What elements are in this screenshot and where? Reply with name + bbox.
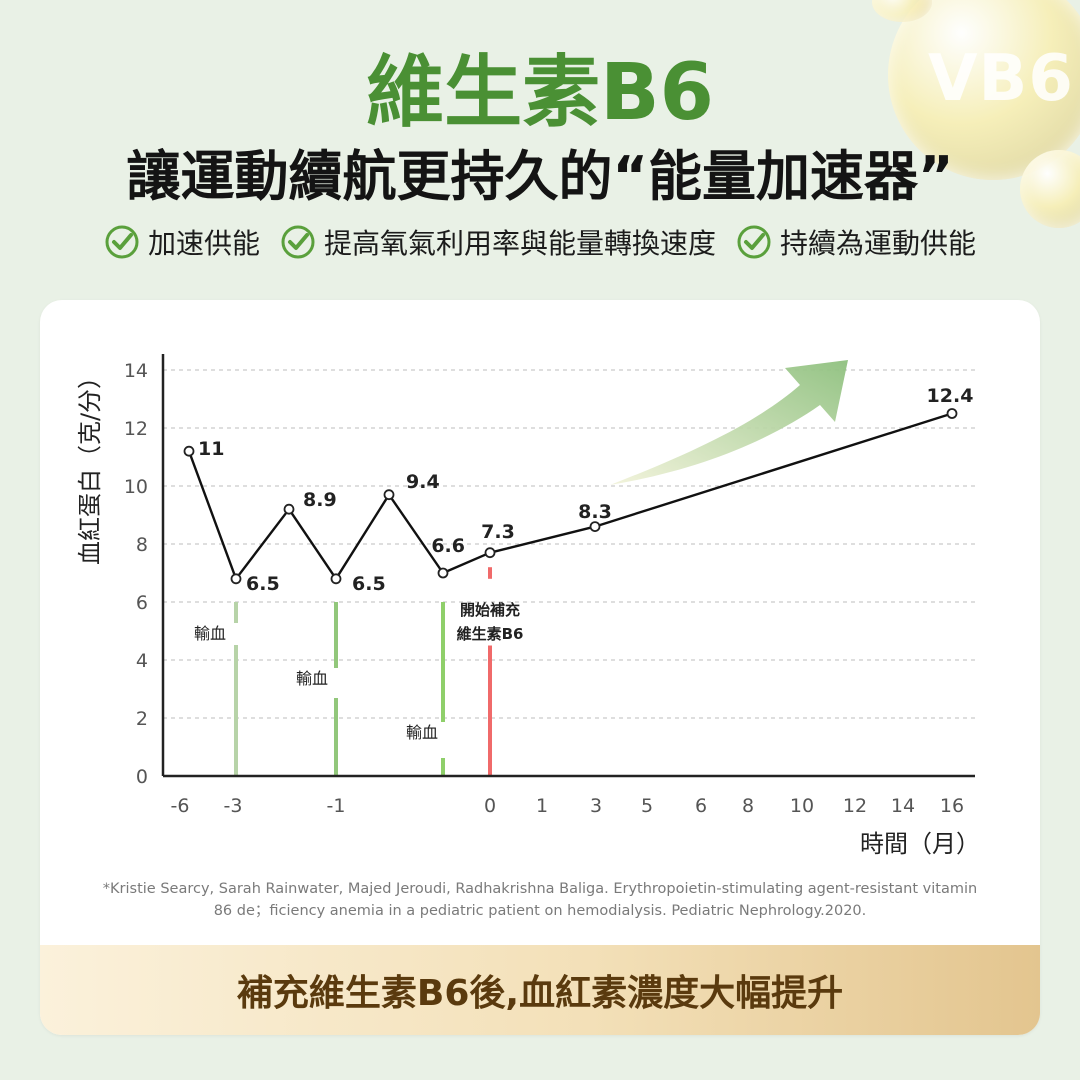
data-point [484,547,496,559]
data-label: 9.4 [406,471,440,493]
chart-card: 輸血 輸血 輸血 開始補充 維生素B6 0 2 4 6 8 10 12 14 -6 -3 -1 0 1 3 5 6 8 1… [40,300,1040,1035]
decorative-bubble [888,0,1080,180]
y-tick-label: 6 [136,592,148,614]
y-tick-label: 12 [124,418,148,440]
citation-line: *Kristie Searcy, Sarah Rainwater, Majed … [102,881,978,897]
benefit-item: 提高氧氣利用率與能量轉換速度 [280,220,716,264]
y-tick-label: 0 [136,766,148,788]
page-title: 維生素B6 [366,48,714,138]
x-tick-label: 16 [940,795,964,817]
decorative-bubble-tiny [872,0,932,22]
x-tick-label: 3 [590,795,602,817]
supplement-label: 維生素B6 [457,625,524,643]
axes: 0 2 4 6 8 10 12 14 -6 -3 -1 0 1 3 5 6 8 10 12 14 16 [124,354,975,817]
y-tick-label: 8 [136,534,148,556]
benefit-label: 持續為運動供能 [780,227,977,260]
x-tick-label: 1 [536,795,548,817]
benefit-list: 加速供能 提高氧氣利用率與能量轉換速度 持續為運動供能 [0,220,1080,264]
y-tick-label: 4 [136,650,148,672]
data-point [230,573,242,585]
x-tick-label: -3 [224,795,243,817]
y-tick-label: 10 [124,476,148,498]
data-label: 7.3 [481,521,515,543]
check-circle-icon [281,225,315,259]
y-axis-label: 血紅蛋白（克/分） [76,365,104,565]
series: 11 6.5 8.9 6.5 9.4 6.6 7.3 8.3 12.4 [183,385,974,595]
data-label: 6.6 [431,535,465,557]
benefit-label: 提高氧氣利用率與能量轉換速度 [323,227,716,260]
conclusion-banner: 補充維生素B6後,血紅素濃度大幅提升 [40,945,1040,1035]
x-tick-label: 5 [641,795,653,817]
citation: *Kristie Searcy, Sarah Rainwater, Majed … [40,878,1040,922]
x-tick-label: 0 [484,795,496,817]
data-point [437,567,449,579]
x-tick-label: 6 [695,795,707,817]
data-point [946,408,958,419]
x-axis-label: 時間（月） [860,830,980,858]
page-subtitle: 讓運動續航更持久的“能量加速器” [126,145,954,208]
vb6-badge: VB6 [928,42,1074,116]
data-point [330,573,342,585]
data-label: 12.4 [927,385,974,407]
data-point [589,521,601,533]
data-label: 8.9 [303,489,337,511]
data-point [283,503,295,515]
data-label: 11 [198,438,224,460]
y-tick-label: 2 [136,708,148,730]
check-circle-icon [105,225,139,259]
data-point [183,445,195,457]
transfusion-label: 輸血 [296,669,328,688]
data-point [383,489,395,501]
data-label: 6.5 [246,573,280,595]
benefit-label: 加速供能 [147,227,260,260]
x-tick-label: 10 [790,795,814,817]
benefit-item: 持續為運動供能 [736,220,976,264]
supplement-label: 開始補充 [460,601,520,619]
data-label: 6.5 [352,573,386,595]
decorative-bubble-small [1020,150,1080,228]
data-label: 8.3 [578,501,612,523]
check-circle-icon [737,225,771,259]
transfusion-label: 輸血 [406,723,438,742]
x-tick-label: -1 [327,795,346,817]
trend-arrow-icon [610,360,848,485]
y-tick-label: 14 [124,360,148,382]
x-tick-label: 8 [742,795,754,817]
transfusion-label: 輸血 [194,624,226,643]
x-tick-label: 14 [891,795,915,817]
grid-lines [163,369,975,719]
x-tick-label: -6 [171,795,190,817]
citation-line: 86 de；ficiency anemia in a pediatric pat… [213,903,867,919]
x-tick-label: 12 [843,795,867,817]
benefit-item: 加速供能 [104,220,260,264]
